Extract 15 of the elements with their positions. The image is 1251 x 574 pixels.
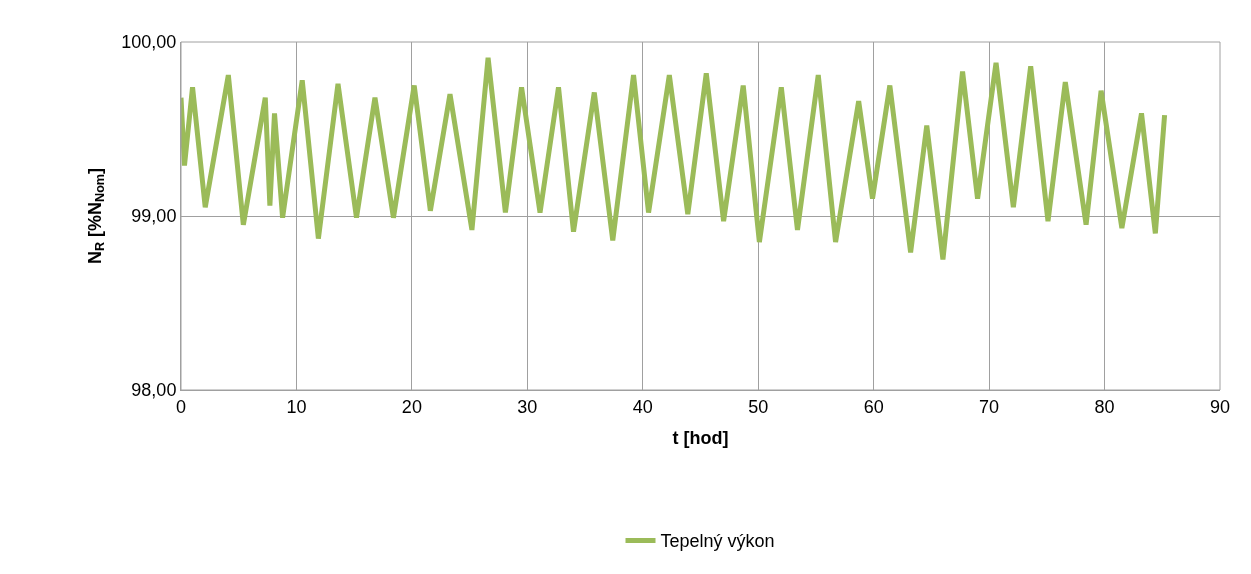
x-tick-label: 90 (1209, 396, 1231, 417)
y-tick-label: 98,00 (131, 380, 177, 401)
legend-label: Tepelný výkon (660, 531, 775, 552)
x-tick-label: 20 (401, 396, 422, 417)
y-tick-label: 99,00 (131, 206, 177, 227)
x-tick-label: 30 (517, 396, 538, 417)
x-tick-label: 0 (175, 396, 187, 417)
x-tick-label: 40 (632, 396, 653, 417)
x-tick-label: 50 (748, 396, 769, 417)
x-tick-label: 60 (863, 396, 884, 417)
x-tick-label: 80 (1094, 396, 1115, 417)
x-axis-title: t [hod] (672, 427, 729, 448)
y-tick-label: 100,00 (121, 32, 177, 53)
x-tick-label: 10 (286, 396, 307, 417)
x-tick-label: 70 (979, 396, 1000, 417)
